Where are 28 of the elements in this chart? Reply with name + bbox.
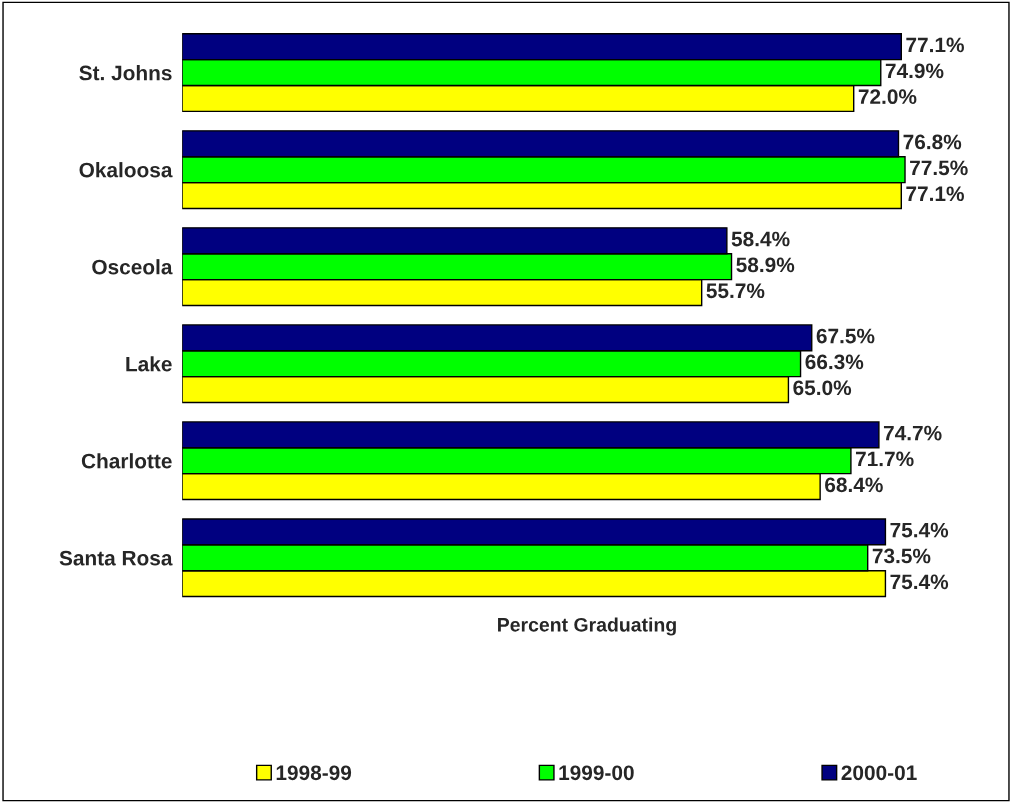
data-label: 76.8% [903,134,962,150]
data-label: 72.0% [858,89,917,105]
x-axis-title: Percent Graduating [498,617,676,636]
data-label: 77.1% [906,37,964,53]
data-label: 74.9% [885,63,944,79]
data-label: 58.9% [736,257,795,273]
data-label: 77.5% [910,160,968,176]
y-tick-label: Santa Rosa [59,550,173,566]
data-label: 74.7% [883,425,942,441]
data-label: 77.1% [906,186,964,202]
data-label: 75.4% [890,522,949,538]
data-label: 66.3% [805,354,864,370]
y-tick-label: Okaloosa [79,162,173,178]
y-tick-label: Lake [126,356,172,372]
data-label: 75.4% [890,574,949,590]
data-label: 71.7% [855,451,914,467]
legend-label: 1998-99 [276,765,352,781]
data-label: 73.5% [872,548,931,564]
data-label: 58.4% [731,231,790,247]
legend-label: 2000-01 [841,765,917,781]
y-tick-label: Charlotte [81,453,172,469]
data-label: 67.5% [816,328,875,344]
data-label: 55.7% [706,283,765,299]
legend-label: 1999-00 [559,765,634,781]
data-label: 65.0% [793,380,852,396]
y-tick-label: Osceola [92,259,173,275]
y-tick-label: St. Johns [79,65,172,81]
data-label: 68.4% [825,477,883,493]
